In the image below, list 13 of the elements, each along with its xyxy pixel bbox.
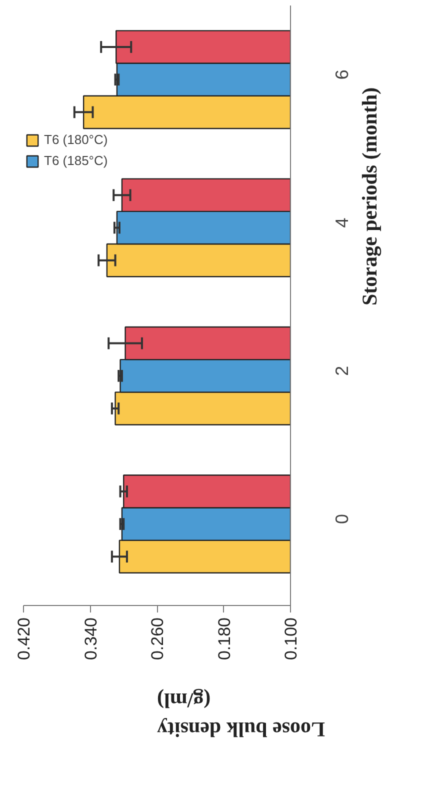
y-tick-label: 6 (332, 70, 352, 80)
legend-label: T6 (185°C) (44, 153, 108, 168)
y-axis-title: Storage periods (month) (358, 87, 382, 306)
legend-label: T6 (180°C) (44, 132, 108, 147)
x-tick-label: 0.420 (14, 617, 34, 660)
y-tick-label: 0 (332, 514, 352, 524)
x-axis-title: Loose bulk density (g/ml) (156, 688, 326, 742)
y-tick-label: 2 (332, 366, 352, 376)
y-tick-label: 4 (332, 218, 352, 228)
x-tick-label: 0.100 (282, 617, 300, 660)
x-tick-label: 0.260 (148, 617, 167, 660)
x-tick-label: 0.180 (214, 617, 234, 660)
x-tick-label: 0.340 (81, 617, 100, 660)
